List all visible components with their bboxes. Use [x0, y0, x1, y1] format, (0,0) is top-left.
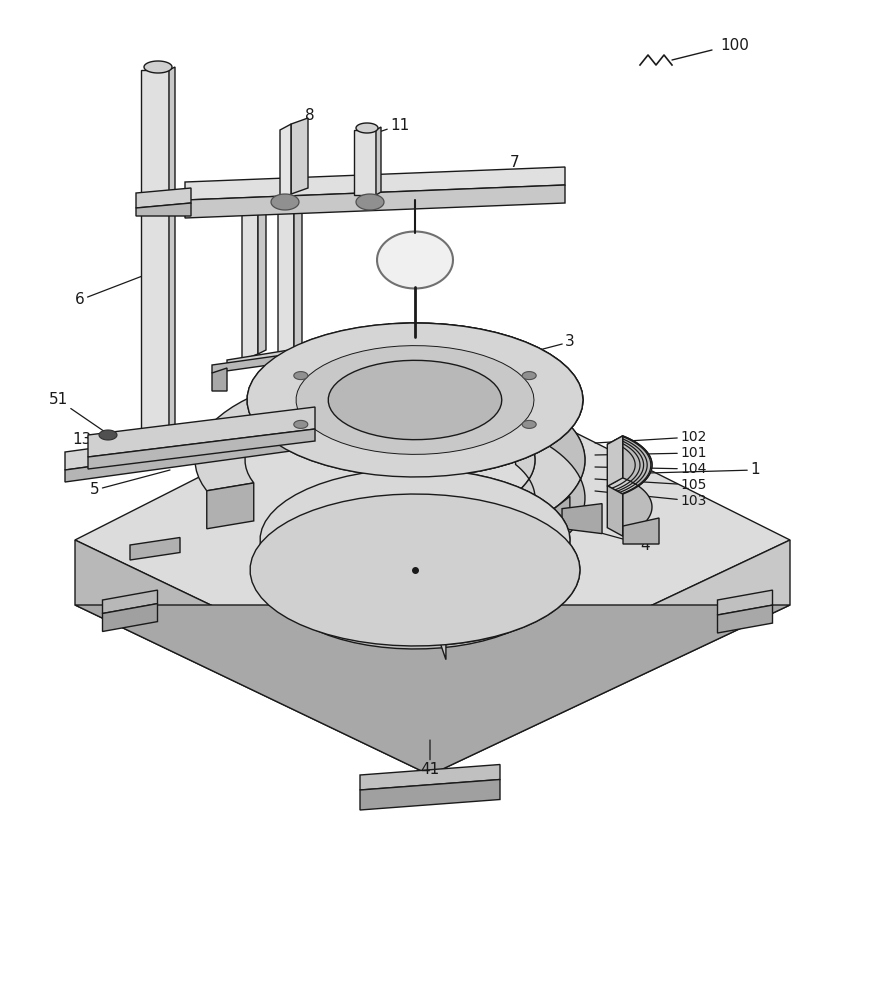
Polygon shape: [293, 420, 307, 428]
Polygon shape: [206, 483, 254, 529]
Polygon shape: [472, 515, 501, 572]
Polygon shape: [501, 386, 584, 572]
Polygon shape: [270, 194, 299, 210]
Text: 5: 5: [90, 470, 169, 497]
Polygon shape: [99, 430, 117, 440]
Polygon shape: [250, 494, 579, 646]
Polygon shape: [472, 426, 535, 553]
Polygon shape: [140, 70, 169, 440]
Text: 3: 3: [520, 334, 574, 355]
Polygon shape: [260, 469, 569, 611]
Polygon shape: [169, 67, 175, 440]
Text: 4: 4: [589, 530, 649, 552]
Polygon shape: [394, 494, 579, 660]
Text: 100: 100: [719, 38, 748, 53]
Polygon shape: [354, 130, 376, 195]
Text: 6: 6: [75, 270, 158, 308]
Text: 101: 101: [594, 446, 706, 460]
Polygon shape: [623, 518, 658, 544]
Text: 1: 1: [647, 462, 759, 478]
Polygon shape: [241, 199, 258, 360]
Polygon shape: [293, 372, 307, 380]
Polygon shape: [103, 604, 157, 632]
Polygon shape: [75, 540, 429, 775]
Polygon shape: [607, 436, 651, 494]
Polygon shape: [227, 346, 313, 365]
Text: 51: 51: [48, 392, 108, 434]
Text: 104: 104: [594, 462, 706, 476]
Text: 102: 102: [594, 430, 706, 444]
Polygon shape: [75, 605, 789, 775]
Polygon shape: [277, 199, 293, 360]
Polygon shape: [296, 346, 534, 454]
Polygon shape: [607, 436, 622, 486]
Polygon shape: [328, 360, 501, 440]
Polygon shape: [136, 188, 191, 208]
Polygon shape: [130, 538, 180, 560]
Text: 105: 105: [594, 478, 706, 492]
Polygon shape: [75, 360, 789, 710]
Text: 41: 41: [420, 740, 439, 778]
Polygon shape: [293, 195, 302, 354]
Polygon shape: [406, 336, 554, 649]
Polygon shape: [258, 195, 266, 354]
Polygon shape: [65, 435, 320, 482]
Polygon shape: [247, 323, 582, 477]
Text: 13: 13: [72, 428, 200, 448]
Polygon shape: [622, 436, 651, 536]
Polygon shape: [144, 61, 172, 73]
Polygon shape: [136, 203, 191, 216]
Polygon shape: [716, 605, 772, 633]
Text: 2: 2: [533, 402, 554, 440]
Text: 8: 8: [287, 108, 314, 142]
Polygon shape: [247, 323, 582, 477]
Polygon shape: [522, 420, 536, 428]
Polygon shape: [212, 350, 319, 373]
Polygon shape: [356, 194, 384, 210]
Polygon shape: [429, 540, 789, 775]
Text: 7: 7: [500, 155, 519, 182]
Polygon shape: [547, 496, 569, 544]
Polygon shape: [65, 417, 320, 470]
Polygon shape: [360, 780, 500, 810]
Polygon shape: [291, 118, 307, 194]
Polygon shape: [377, 232, 452, 288]
Text: 103: 103: [594, 491, 706, 508]
Polygon shape: [88, 429, 314, 469]
Polygon shape: [280, 124, 291, 200]
Polygon shape: [716, 590, 772, 615]
Polygon shape: [275, 336, 406, 649]
Polygon shape: [376, 127, 380, 195]
Polygon shape: [103, 590, 157, 613]
Polygon shape: [360, 764, 500, 790]
Polygon shape: [402, 370, 445, 403]
Polygon shape: [561, 504, 601, 534]
Polygon shape: [184, 185, 565, 218]
Polygon shape: [522, 372, 536, 380]
Polygon shape: [195, 370, 584, 534]
Polygon shape: [391, 469, 569, 645]
Polygon shape: [356, 123, 378, 133]
Text: 11: 11: [370, 118, 409, 135]
Polygon shape: [388, 323, 582, 494]
Polygon shape: [184, 167, 565, 200]
Polygon shape: [275, 521, 554, 649]
Polygon shape: [607, 486, 622, 536]
Polygon shape: [88, 407, 314, 457]
Polygon shape: [212, 368, 227, 391]
